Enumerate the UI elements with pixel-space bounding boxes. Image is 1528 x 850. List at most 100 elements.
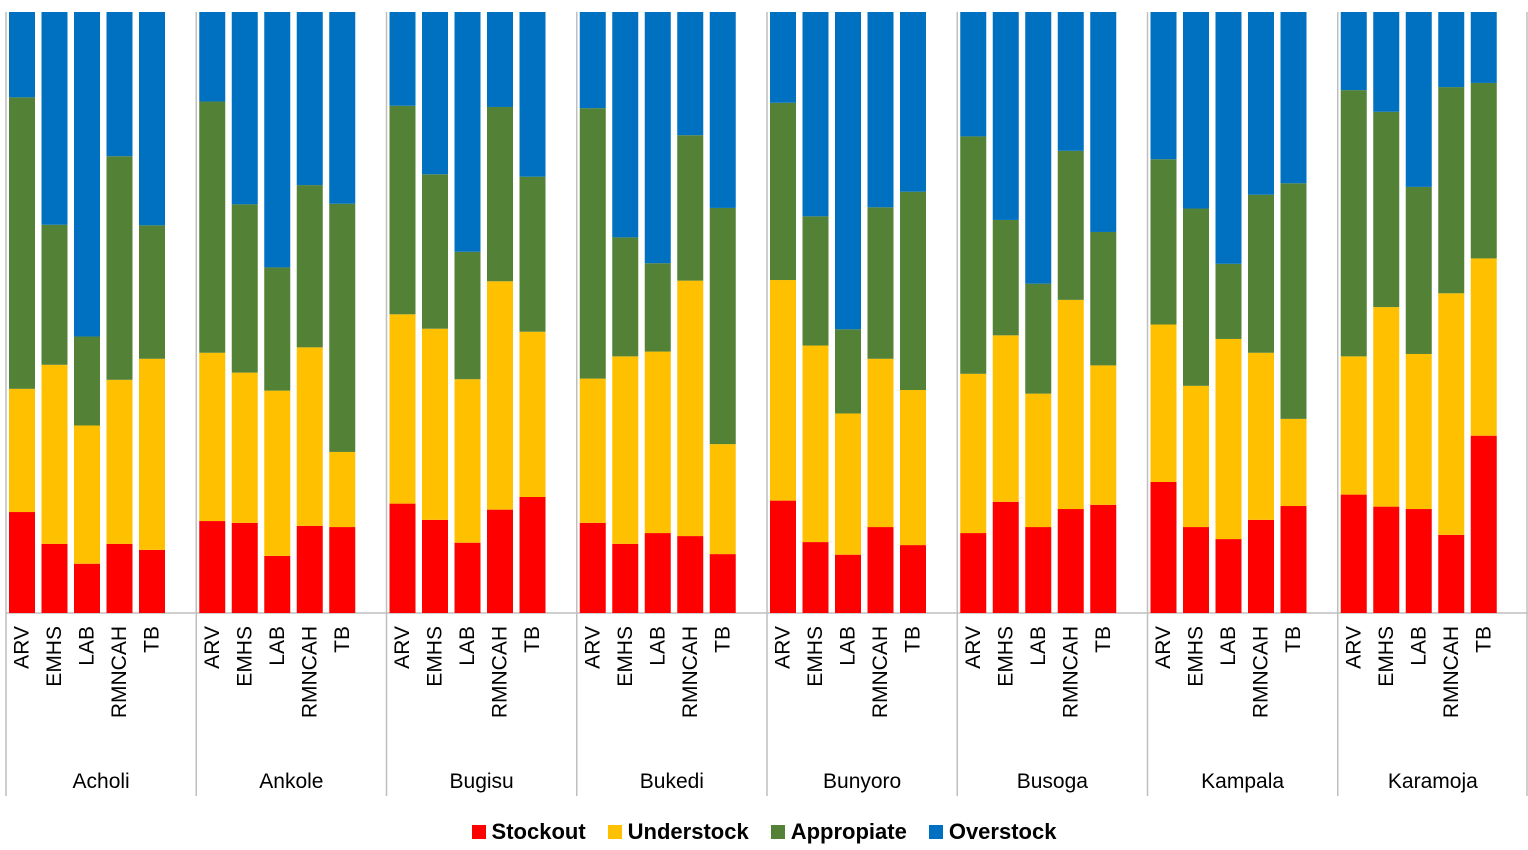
bar-segment-stockout	[9, 512, 35, 613]
bar-segment-appropiate	[802, 216, 829, 346]
bar-segment-appropiate	[900, 191, 926, 391]
bar-segment-understock	[1248, 352, 1274, 520]
bar-segment-stockout	[1340, 494, 1367, 613]
bar-segment-overstock	[1405, 12, 1432, 187]
bar-segment-stockout	[1248, 519, 1274, 613]
category-tick-label: LAB	[837, 626, 860, 666]
category-tick-label: RMNCAH	[1059, 626, 1082, 718]
bar-segment-understock	[1340, 356, 1367, 495]
category-tick-label: TB	[141, 626, 164, 653]
bar-segment-overstock	[487, 12, 513, 107]
category-tick-label: ARV	[581, 626, 604, 669]
bar-segment-appropiate	[867, 207, 894, 359]
bar-segment-stockout	[389, 503, 416, 613]
bar-segment-appropiate	[770, 102, 796, 281]
bar-segment-stockout	[1405, 509, 1432, 613]
bar-segment-understock	[264, 390, 291, 556]
bar-segment-stockout	[231, 522, 258, 613]
bar-segment-overstock	[106, 12, 133, 157]
stacked-bar-chart: ARV EMHS LAB RMNCAH TB Acholi ARV EMHS LAB RMNCAH…	[5, 12, 1528, 796]
bar-segment-stockout	[960, 533, 987, 613]
bar-segment-understock	[709, 444, 736, 555]
bar-segment-understock	[1215, 338, 1242, 540]
bar-segment-appropiate	[264, 267, 291, 391]
bar-segment-overstock	[867, 12, 894, 208]
bar-segment-appropiate	[389, 105, 416, 315]
bar-segment-understock	[422, 328, 448, 520]
bar-segment-appropiate	[1280, 183, 1307, 419]
bar-segment-stockout	[1470, 435, 1497, 613]
bar-segment-understock	[867, 358, 894, 528]
bar-segment-appropiate	[1373, 111, 1400, 308]
bar-segment-overstock	[1183, 12, 1209, 209]
category-tick-label: ARV	[1152, 626, 1175, 669]
bar-segment-understock	[454, 379, 481, 543]
bar-segment-understock	[644, 351, 671, 534]
bar-segment-appropiate	[579, 108, 606, 379]
bar-segment-understock	[1405, 353, 1432, 510]
bar-segment-appropiate	[1183, 208, 1209, 386]
bar-segment-understock	[1150, 324, 1177, 482]
bar-segment-overstock	[74, 12, 100, 337]
category-tick-label: ARV	[1342, 626, 1365, 669]
bar-segment-understock	[992, 335, 1019, 502]
bar-segment-overstock	[422, 12, 448, 175]
bar-segment-appropiate	[992, 219, 1019, 336]
bar-segment-understock	[1470, 258, 1497, 436]
legend: Stockout Understock Appropiate Overstock	[0, 814, 1528, 850]
bar-segment-stockout	[1215, 539, 1242, 613]
group-label: Ankole	[259, 770, 323, 793]
bar-segment-stockout	[644, 533, 671, 613]
category-tick-label: LAB	[1027, 626, 1050, 666]
bar-segment-stockout	[1057, 509, 1084, 613]
bar-segment-stockout	[677, 536, 704, 613]
category-tick-label: TB	[521, 626, 544, 653]
legend-item-stockout: Stockout	[471, 819, 586, 845]
bar-segment-understock	[389, 314, 416, 504]
category-tick-label: LAB	[266, 626, 289, 666]
bar-segment-appropiate	[835, 329, 861, 414]
bar-segment-understock	[612, 356, 639, 544]
bar-segment-overstock	[264, 12, 291, 268]
bar-segment-overstock	[1340, 12, 1367, 91]
bar-segment-stockout	[1373, 506, 1400, 613]
bar-segment-appropiate	[960, 136, 987, 374]
bar-segment-appropiate	[1405, 186, 1432, 354]
legend-swatch-stockout	[471, 825, 486, 839]
legend-item-appropiate: Appropiate	[770, 819, 907, 845]
bar-segment-understock	[1057, 299, 1084, 510]
bar-segment-overstock	[1280, 12, 1307, 184]
bar-segment-understock	[770, 280, 796, 501]
category-tick-label: EMHS	[804, 626, 827, 687]
bar-segment-stockout	[1025, 527, 1052, 613]
bar-segment-overstock	[519, 12, 546, 177]
bar-segment-stockout	[139, 549, 165, 613]
bar-segment-understock	[1183, 385, 1209, 528]
bar-segment-stockout	[41, 543, 68, 613]
bar-segment-overstock	[992, 12, 1019, 220]
bar-segment-overstock	[770, 12, 796, 103]
legend-label-overstock: Overstock	[948, 819, 1057, 844]
legend-swatch-overstock	[928, 825, 943, 839]
bar-segment-overstock	[454, 12, 481, 252]
category-tick-label: RMNCAH	[869, 626, 892, 718]
category-tick-label: LAB	[76, 626, 99, 666]
legend-item-overstock: Overstock	[928, 819, 1057, 845]
legend-item-understock: Understock	[607, 819, 749, 845]
bar-segment-appropiate	[1215, 263, 1242, 339]
bar-segment-stockout	[1280, 506, 1307, 613]
bar-segment-overstock	[231, 12, 258, 205]
category-tick-label: RMNCAH	[298, 626, 321, 718]
category-tick-label: LAB	[456, 626, 479, 666]
bar-segment-stockout	[900, 545, 926, 613]
category-tick-label: RMNCAH	[108, 626, 131, 718]
bar-segment-understock	[900, 390, 926, 546]
category-tick-label: ARV	[772, 626, 795, 669]
category-tick-label: RMNCAH	[489, 626, 512, 718]
bar-segment-appropiate	[1340, 90, 1367, 357]
bar-segment-overstock	[1150, 12, 1177, 160]
bar-segment-appropiate	[454, 251, 481, 380]
bar-segment-stockout	[709, 554, 736, 613]
category-tick-label: EMHS	[424, 626, 447, 687]
category-tick-label: LAB	[646, 626, 669, 666]
